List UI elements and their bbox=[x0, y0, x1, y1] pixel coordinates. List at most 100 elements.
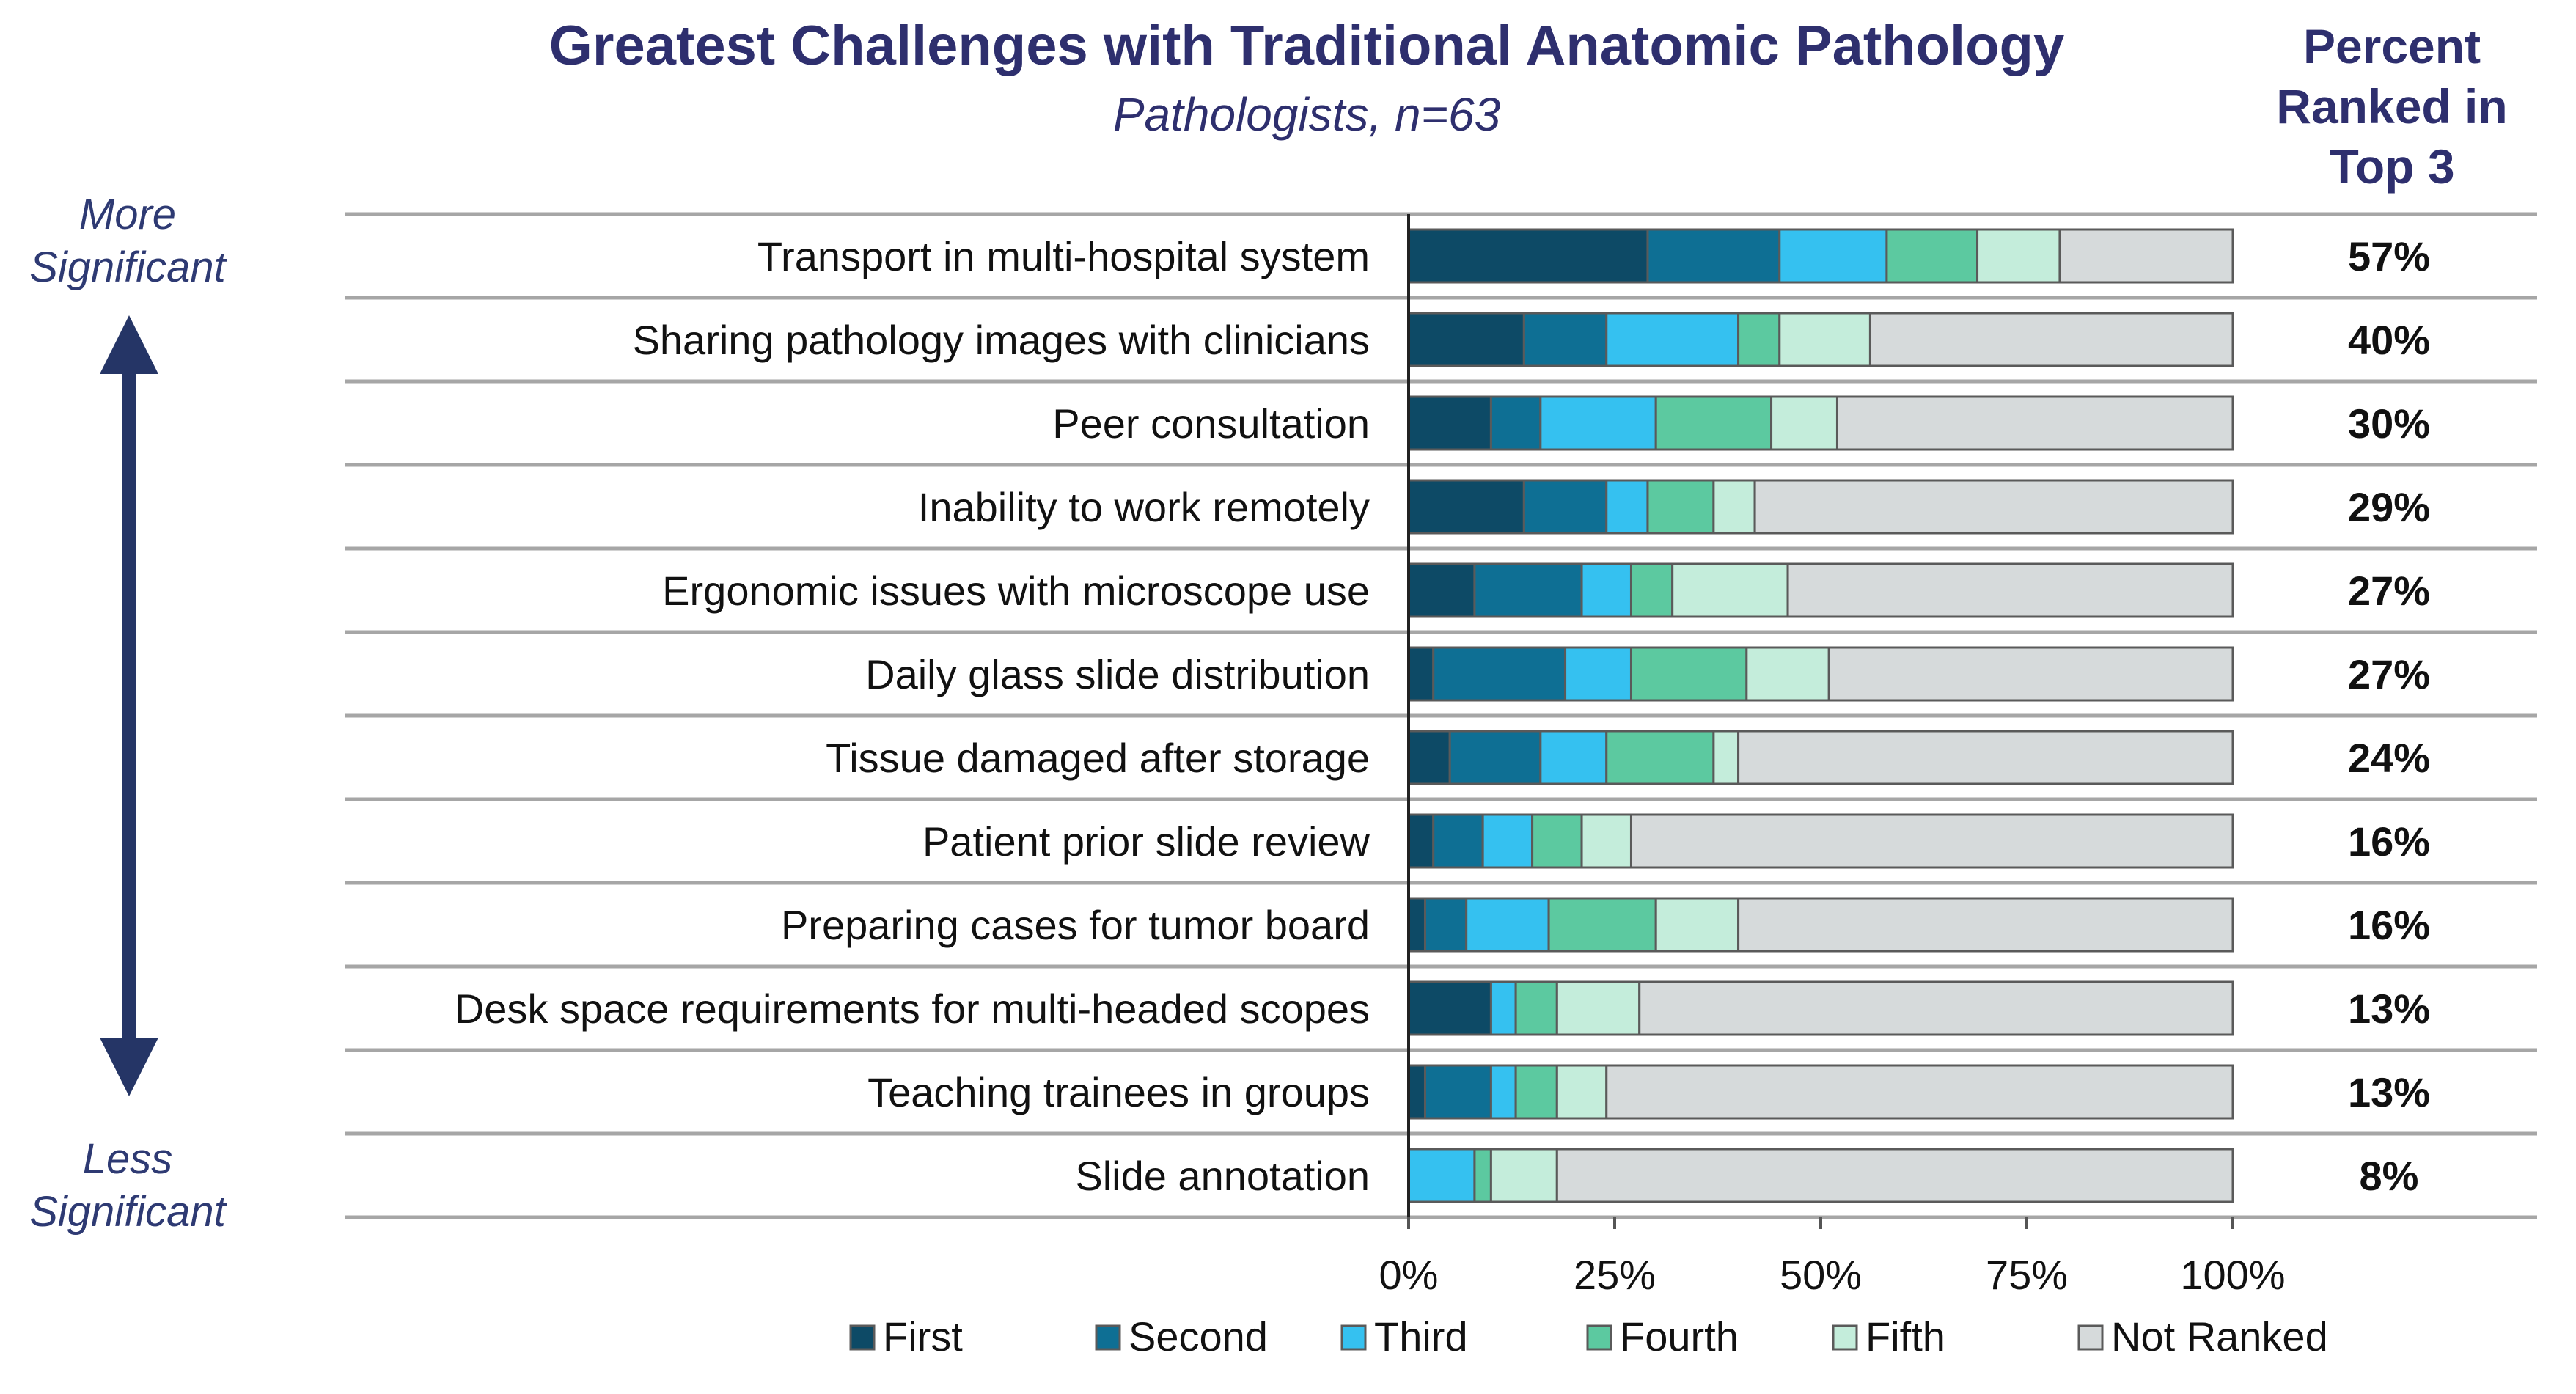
bar-segment-fourth bbox=[1547, 897, 1657, 953]
bar-segment-first bbox=[1407, 730, 1451, 785]
bar-segment-not-ranked bbox=[1786, 562, 2234, 618]
bar-segment-not-ranked bbox=[1737, 897, 2234, 953]
bar-segment-first bbox=[1407, 395, 1492, 451]
bar-segment-fourth bbox=[1646, 479, 1715, 535]
legend-item: Fifth bbox=[1832, 1313, 1945, 1360]
bar-segment-fourth bbox=[1885, 228, 1979, 284]
bar-segment-fourth bbox=[1629, 646, 1748, 702]
right-header-line-2: Ranked in bbox=[2276, 79, 2507, 133]
legend-item: Not Ranked bbox=[2077, 1313, 2328, 1360]
bar-row bbox=[1407, 228, 2234, 284]
bar-segment-second bbox=[1432, 646, 1567, 702]
bar-segment-fourth bbox=[1654, 395, 1773, 451]
bar-segment-fifth bbox=[1654, 897, 1740, 953]
bar-row bbox=[1407, 312, 2234, 367]
right-header-line-3: Top 3 bbox=[2329, 139, 2454, 194]
bar-segment-second bbox=[1423, 1064, 1492, 1120]
bar-segment-fourth bbox=[1531, 813, 1583, 869]
bar-segment-fifth bbox=[1489, 1148, 1558, 1203]
category-label: Preparing cases for tumor board bbox=[781, 902, 1370, 948]
bar-segment-first bbox=[1407, 897, 1426, 953]
bar-segment-fourth bbox=[1514, 1064, 1558, 1120]
bar-segment-third bbox=[1539, 395, 1657, 451]
bar-segment-third bbox=[1481, 813, 1534, 869]
top3-percent-label: 27% bbox=[2348, 568, 2430, 614]
bar-segment-second bbox=[1489, 395, 1542, 451]
x-tick-label: 100% bbox=[2180, 1252, 2285, 1298]
bar-row bbox=[1407, 395, 2234, 451]
legend-label: Second bbox=[1129, 1313, 1268, 1360]
bar-segment-fifth bbox=[1580, 813, 1632, 869]
bar-segment-fourth bbox=[1629, 562, 1674, 618]
bar-segment-fifth bbox=[1555, 980, 1641, 1036]
bar-segment-third bbox=[1564, 646, 1632, 702]
legend-item: Third bbox=[1340, 1313, 1468, 1360]
legend-label: Fourth bbox=[1620, 1313, 1739, 1360]
bar-segment-third bbox=[1489, 1064, 1517, 1120]
bar-segment-fourth bbox=[1605, 730, 1715, 785]
bar-segment-first bbox=[1407, 813, 1435, 869]
right-header-line-1: Percent bbox=[2303, 19, 2481, 73]
bar-segment-first bbox=[1407, 228, 1649, 284]
bar-segment-first bbox=[1407, 646, 1435, 702]
less-significant-label-line-1: Less bbox=[83, 1135, 173, 1183]
bar-row bbox=[1407, 813, 2234, 869]
bar-segment-not-ranked bbox=[1555, 1148, 2234, 1203]
category-label: Desk space requirements for multi-headed… bbox=[455, 986, 1370, 1032]
chart-rows: Transport in multi-hospital system 57% Sha… bbox=[345, 212, 2537, 1219]
legend-item: Fourth bbox=[1586, 1313, 1739, 1360]
bar-segment-first bbox=[1407, 312, 1525, 367]
category-label: Transport in multi-hospital system bbox=[757, 233, 1370, 279]
x-tick-label: 25% bbox=[1574, 1252, 1656, 1298]
bar-segment-fourth bbox=[1737, 312, 1781, 367]
category-label: Peer consultation bbox=[1052, 400, 1370, 447]
bar-segment-not-ranked bbox=[1605, 1064, 2234, 1120]
bar-segment-fifth bbox=[1712, 730, 1740, 785]
bar-segment-fifth bbox=[1671, 562, 1789, 618]
bar-row bbox=[1407, 980, 2234, 1036]
bar-segment-third bbox=[1605, 479, 1649, 535]
less-significant-label-line-2: Significant bbox=[29, 1188, 227, 1236]
bar-segment-fifth bbox=[1976, 228, 2061, 284]
legend-label: First bbox=[883, 1313, 963, 1360]
top3-percent-label: 16% bbox=[2348, 818, 2430, 865]
bar-segment-not-ranked bbox=[1868, 312, 2234, 367]
bar-segment-fourth bbox=[1514, 980, 1558, 1036]
bar-segment-not-ranked bbox=[1835, 395, 2234, 451]
top3-percent-label: 30% bbox=[2348, 400, 2430, 447]
bar-segment-third bbox=[1778, 228, 1888, 284]
bar-segment-second bbox=[1423, 897, 1468, 953]
legend-swatch bbox=[1586, 1324, 1612, 1351]
legend-label: Not Ranked bbox=[2111, 1313, 2328, 1360]
legend-swatch bbox=[1340, 1324, 1367, 1351]
top3-percent-label: 24% bbox=[2348, 735, 2430, 781]
legend-label: Third bbox=[1374, 1313, 1468, 1360]
x-axis: 0% 25% 50% 75% 100% bbox=[1379, 214, 2286, 1298]
legend-item: First bbox=[849, 1313, 963, 1360]
top3-percent-label: 27% bbox=[2348, 651, 2430, 697]
category-label: Inability to work remotely bbox=[918, 484, 1370, 530]
bar-segment-first bbox=[1407, 479, 1525, 535]
bar-segment-second bbox=[1432, 813, 1484, 869]
bar-segment-fifth bbox=[1778, 312, 1871, 367]
bar-row bbox=[1407, 730, 2234, 785]
bar-segment-not-ranked bbox=[1753, 479, 2234, 535]
significance-arrow-icon bbox=[100, 315, 158, 1096]
bar-segment-second bbox=[1646, 228, 1781, 284]
category-label: Daily glass slide distribution bbox=[865, 651, 1370, 697]
top3-percent-label: 40% bbox=[2348, 317, 2430, 363]
bar-segment-third bbox=[1539, 730, 1608, 785]
category-label: Slide annotation bbox=[1075, 1153, 1370, 1199]
category-label: Patient prior slide review bbox=[922, 818, 1370, 865]
bar-segment-first bbox=[1407, 562, 1476, 618]
legend-label: Fifth bbox=[1865, 1313, 1945, 1360]
bar-row bbox=[1407, 646, 2234, 702]
top3-percent-label: 57% bbox=[2348, 233, 2430, 279]
legend: First Second Third Fourth Fifth Not Ranked bbox=[849, 1313, 2328, 1360]
bar-segment-not-ranked bbox=[1737, 730, 2234, 785]
bar-segment-fifth bbox=[1745, 646, 1830, 702]
legend-swatch bbox=[1095, 1324, 1121, 1351]
top3-percent-label: 29% bbox=[2348, 484, 2430, 530]
bar-segment-second bbox=[1448, 730, 1542, 785]
